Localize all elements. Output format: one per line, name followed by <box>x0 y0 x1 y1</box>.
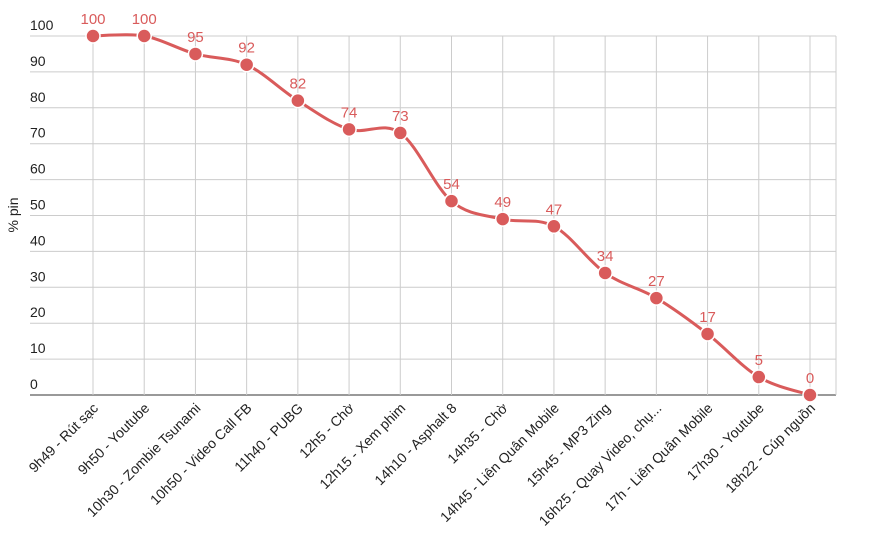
data-label: 54 <box>443 176 460 193</box>
point <box>494 211 511 227</box>
data-label: 0 <box>806 370 814 387</box>
data-label: 27 <box>648 273 665 290</box>
point <box>546 218 562 235</box>
point <box>341 121 357 138</box>
point <box>85 28 101 44</box>
point <box>648 290 665 306</box>
y-tick-label: 30 <box>30 268 46 284</box>
x-tick-label: 18h22 - Cúp nguồn <box>722 400 818 496</box>
point <box>751 369 767 385</box>
data-label: 92 <box>238 40 255 57</box>
y-tick-label: 10 <box>30 340 46 356</box>
data-label: 73 <box>392 108 409 125</box>
point <box>699 326 716 342</box>
y-tick-label: 90 <box>30 53 46 69</box>
data-label: 100 <box>80 11 105 28</box>
point <box>136 28 152 44</box>
y-tick-label: 40 <box>30 232 46 248</box>
y-tick-label: 100 <box>30 17 54 33</box>
point <box>290 92 306 109</box>
x-tick-label: 12h15 - Xem phim <box>316 400 408 492</box>
x-tick-label: 10h50 - Video Call FB <box>147 400 255 508</box>
y-tick-label: 50 <box>30 197 46 213</box>
data-label: 95 <box>187 29 204 46</box>
data-label: 74 <box>341 104 358 121</box>
data-label: 47 <box>546 201 563 218</box>
y-tick-label: 70 <box>30 125 46 141</box>
y-tick-label: 60 <box>30 161 46 177</box>
point <box>392 125 409 141</box>
point <box>802 387 818 403</box>
data-label: 100 <box>132 11 157 28</box>
data-label: 17 <box>699 309 716 326</box>
data-label: 49 <box>494 194 511 211</box>
data-label: 34 <box>597 248 614 265</box>
data-label: 82 <box>290 76 307 93</box>
point <box>187 46 204 62</box>
y-axis-title: % pin <box>5 197 21 232</box>
point <box>597 265 613 281</box>
point <box>238 56 255 73</box>
point <box>443 193 460 209</box>
y-tick-label: 0 <box>30 376 38 392</box>
y-tick-label: 80 <box>30 89 46 105</box>
y-tick-label: 20 <box>30 304 46 320</box>
data-label: 5 <box>755 352 763 369</box>
